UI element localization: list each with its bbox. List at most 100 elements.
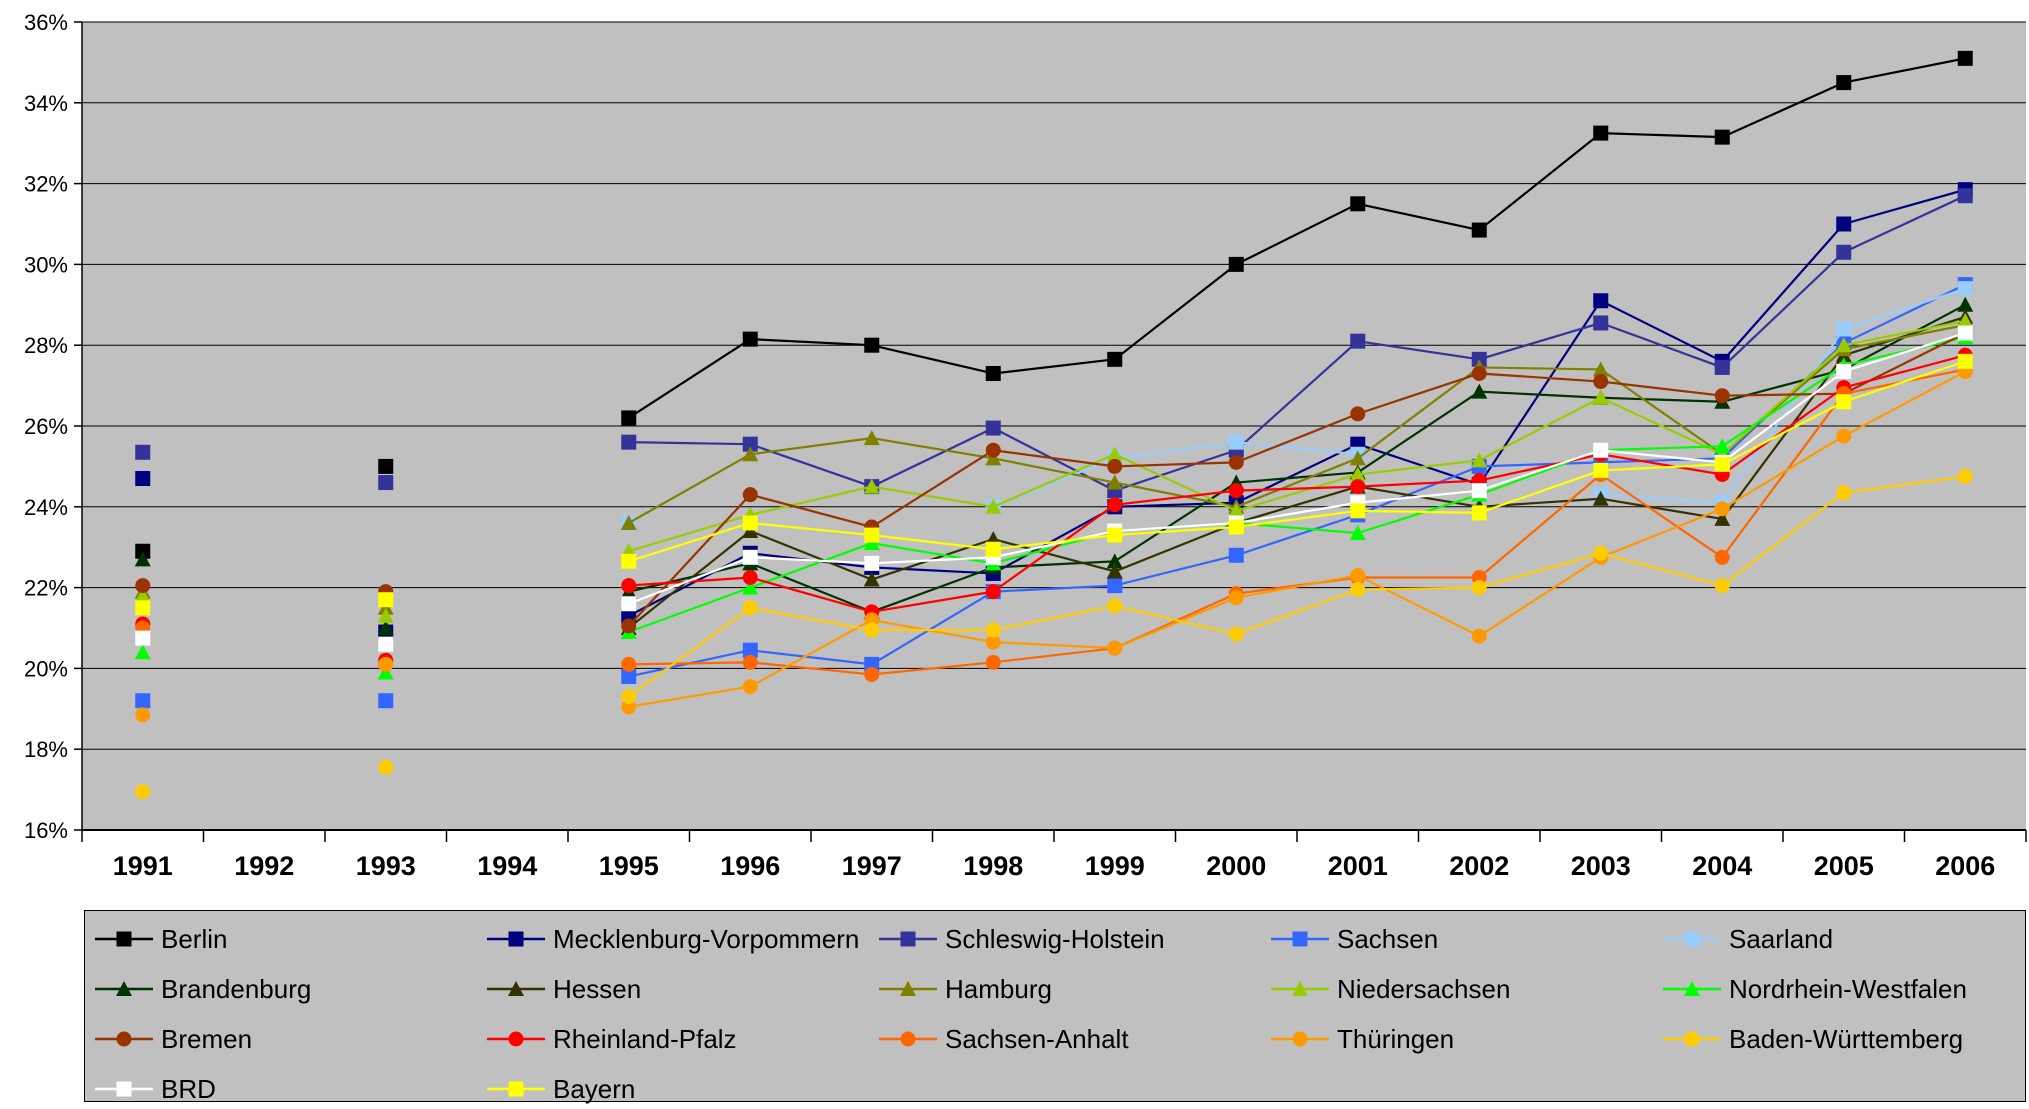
- data-point: [1836, 428, 1852, 444]
- data-point: [1107, 598, 1123, 614]
- data-point: [863, 430, 880, 446]
- data-point: [1228, 547, 1244, 563]
- data-point: [1350, 503, 1366, 519]
- y-tick-label: 30%: [24, 252, 68, 277]
- x-tick-label: 1995: [599, 851, 659, 881]
- series-line: [628, 360, 1966, 563]
- data-point: [621, 618, 637, 634]
- data-point: [1228, 434, 1244, 450]
- series-Berlin: [135, 50, 1973, 559]
- data-point: [378, 475, 394, 491]
- series-line: [628, 283, 1966, 678]
- legend-item: Sachsen-Anhalt: [877, 1019, 1129, 1059]
- legend-swatch: [487, 1031, 545, 1047]
- data-point: [621, 553, 637, 569]
- legend-label: Thüringen: [1337, 1023, 1455, 1054]
- legend-item: Schleswig-Holstein: [877, 919, 1165, 959]
- data-point: [985, 622, 1001, 638]
- legend-item: Saarland: [1661, 919, 1833, 959]
- x-tick-label: 2005: [1814, 851, 1874, 881]
- series-Niedersachsen: [134, 312, 1974, 623]
- legend-item: Niedersachsen: [1269, 969, 1510, 1009]
- data-point: [1228, 519, 1244, 535]
- x-tick-label: 1999: [1085, 851, 1145, 881]
- data-point: [864, 337, 880, 353]
- data-point: [1714, 578, 1730, 594]
- data-point: [1957, 353, 1973, 369]
- data-point: [621, 656, 637, 672]
- x-tick-label: 1997: [842, 851, 902, 881]
- legend-swatch: [487, 981, 545, 996]
- series-line: [628, 194, 1966, 492]
- data-point: [1593, 462, 1609, 478]
- series-line: [992, 441, 1358, 508]
- data-point: [1836, 363, 1852, 379]
- data-point: [1107, 497, 1123, 513]
- data-point: [378, 458, 394, 474]
- data-point: [863, 478, 880, 494]
- series-line: [628, 336, 1966, 634]
- data-point: [1835, 337, 1852, 353]
- y-tick-label: 20%: [24, 656, 68, 681]
- data-point: [1107, 527, 1123, 543]
- data-point: [742, 487, 758, 503]
- data-point: [1836, 75, 1852, 91]
- legend-swatch: [487, 931, 545, 947]
- data-point: [864, 527, 880, 543]
- legend-swatch: [1663, 931, 1721, 947]
- legend-swatch: [95, 1081, 153, 1097]
- legend-label: Sachsen: [1337, 923, 1439, 954]
- data-point: [377, 599, 394, 615]
- data-point: [378, 693, 394, 709]
- data-point: [620, 514, 637, 530]
- data-point: [1228, 483, 1244, 499]
- data-point: [985, 420, 1001, 436]
- legend-label: Sachsen-Anhalt: [945, 1023, 1129, 1054]
- data-point: [742, 446, 759, 462]
- data-point: [742, 515, 758, 531]
- y-tick-label: 24%: [24, 495, 68, 520]
- legend-item: Berlin: [93, 919, 227, 959]
- data-point: [621, 578, 637, 594]
- data-point: [1957, 325, 1973, 341]
- x-tick-label: 1992: [234, 851, 294, 881]
- data-point: [864, 666, 880, 682]
- data-point: [1471, 383, 1488, 399]
- x-tick-label: 1996: [720, 851, 780, 881]
- legend-swatch: [879, 981, 937, 996]
- series-Baden-Württemberg: [135, 469, 1973, 800]
- y-tick-label: 28%: [24, 333, 68, 358]
- data-point: [621, 410, 637, 426]
- data-point: [1836, 216, 1852, 232]
- legend-label: Baden-Württemberg: [1729, 1023, 1964, 1054]
- data-point: [378, 759, 394, 775]
- legend-swatch: [95, 1031, 153, 1047]
- data-point: [864, 622, 880, 638]
- data-point: [863, 571, 880, 587]
- y-tick-label: 32%: [24, 172, 68, 197]
- data-point: [1714, 129, 1730, 145]
- y-tick-label: 36%: [24, 10, 68, 35]
- data-point: [985, 442, 1001, 458]
- data-point: [135, 693, 151, 709]
- legend-item: Mecklenburg-Vorpommern: [485, 919, 859, 959]
- data-point: [742, 523, 759, 539]
- legend-swatch: [487, 1081, 545, 1097]
- data-point: [1957, 312, 1974, 328]
- data-point: [863, 535, 880, 551]
- data-point: [378, 656, 394, 672]
- series-line: [628, 354, 1966, 613]
- y-tick-label: 16%: [24, 818, 68, 843]
- x-tick-label: 1991: [113, 851, 173, 881]
- data-point: [1471, 452, 1488, 468]
- data-point: [1471, 505, 1487, 521]
- data-point: [1349, 525, 1366, 541]
- series-line: [628, 475, 1966, 698]
- x-tick-label: 2002: [1449, 851, 1509, 881]
- series-line: [628, 57, 1966, 419]
- data-point: [1957, 296, 1974, 312]
- data-point: [1349, 466, 1366, 482]
- series-line: [628, 188, 1966, 617]
- legend-item: Hamburg: [877, 969, 1052, 1009]
